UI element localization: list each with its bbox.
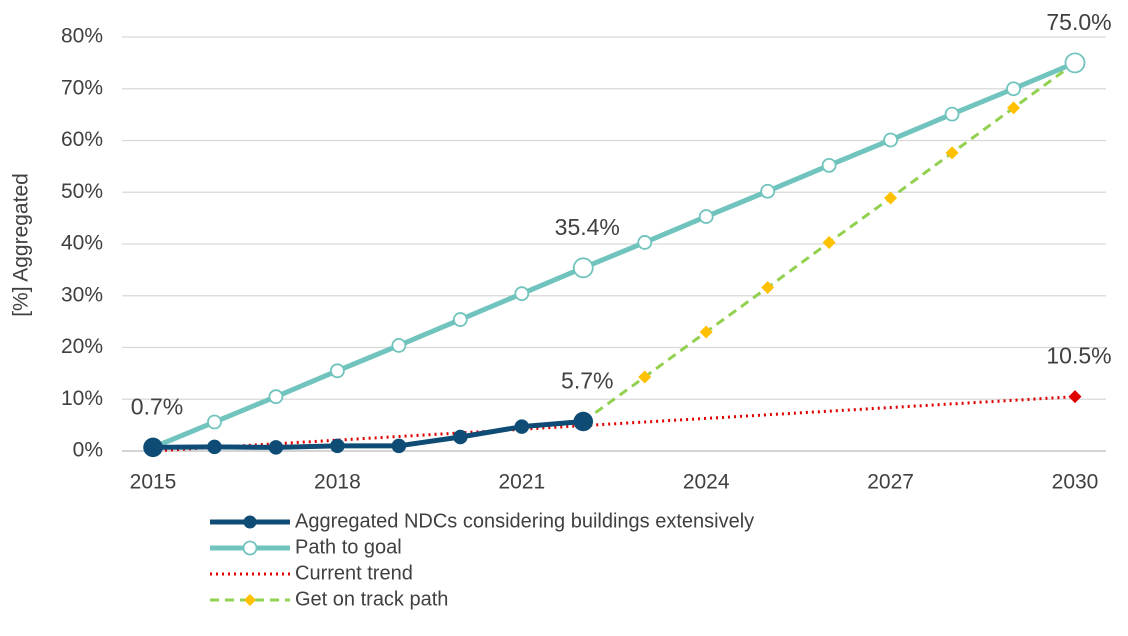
legend-label: Current trend (295, 562, 413, 584)
y-tick-label: 0% (73, 439, 103, 462)
x-tick-label: 2018 (314, 471, 361, 494)
marker (207, 439, 222, 455)
marker (391, 338, 407, 353)
legend-item: Get on track path (210, 588, 448, 610)
data-label: 0.7% (131, 393, 183, 419)
marker (1064, 52, 1086, 74)
legend-marker (243, 515, 257, 529)
marker (453, 429, 468, 445)
y-axis-label: [%] Aggregated (10, 173, 33, 317)
data-label: 75.0% (1046, 9, 1111, 35)
marker (945, 146, 959, 160)
marker (143, 437, 163, 458)
y-tick-label: 70% (61, 76, 103, 99)
marker (821, 157, 837, 173)
marker (329, 363, 345, 379)
marker (207, 414, 222, 430)
legend-item: Path to goal (210, 536, 402, 558)
data-label: 5.7% (561, 368, 613, 394)
x-tick-label: 2024 (683, 471, 730, 494)
series-line (152, 419, 584, 450)
marker (638, 370, 652, 384)
series (145, 52, 1086, 455)
y-tick-label: 40% (61, 232, 103, 255)
x-tick-label: 2021 (498, 471, 545, 494)
marker (761, 280, 775, 294)
legend-item: Aggregated NDCs considering buildings ex… (210, 510, 754, 532)
data-label: 10.5% (1046, 343, 1111, 369)
marker (391, 438, 407, 454)
marker (572, 257, 594, 279)
marker (760, 183, 776, 199)
y-tick-label: 30% (61, 283, 103, 306)
marker (268, 440, 284, 455)
marker (330, 438, 345, 454)
marker (884, 191, 898, 205)
marker (514, 419, 530, 434)
marker (452, 312, 468, 327)
y-tick-label: 80% (61, 25, 103, 48)
marker (1007, 101, 1021, 115)
legend-marker (242, 540, 258, 556)
series-line (152, 395, 1076, 453)
series (152, 390, 1082, 453)
marker (699, 325, 713, 339)
marker (514, 286, 530, 302)
x-tick-label: 2015 (130, 471, 177, 494)
legend-label: Path to goal (295, 536, 402, 558)
y-tick-label: 10% (61, 387, 103, 410)
marker (822, 235, 836, 249)
marker (883, 132, 898, 148)
marker (1006, 81, 1021, 97)
marker (637, 235, 653, 250)
series-line (152, 60, 1076, 450)
marker (698, 209, 714, 224)
y-tick-label: 60% (61, 128, 103, 151)
marker (268, 389, 284, 405)
x-tick-label: 2027 (867, 471, 914, 494)
y-tick-label: 50% (61, 180, 103, 203)
x-tick-label: 2030 (1052, 471, 1099, 494)
marker (944, 106, 960, 122)
legend-item: Current trend (210, 562, 413, 584)
data-label: 35.4% (555, 214, 620, 240)
marker (1068, 390, 1082, 404)
legend-marker (244, 594, 256, 606)
marker (573, 411, 594, 432)
series (143, 411, 594, 458)
y-tick-label: 20% (61, 335, 103, 358)
legend-label: Get on track path (295, 588, 448, 610)
legend-label: Aggregated NDCs considering buildings ex… (295, 510, 754, 532)
